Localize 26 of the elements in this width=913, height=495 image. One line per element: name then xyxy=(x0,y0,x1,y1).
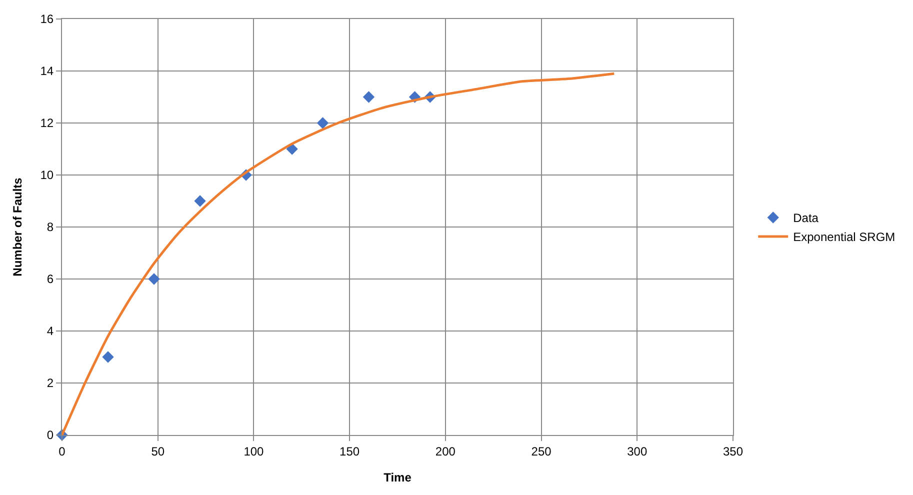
x-tick-label: 250 xyxy=(531,444,552,458)
point xyxy=(102,351,114,363)
y-tick-label: 16 xyxy=(40,12,54,26)
point xyxy=(316,117,329,129)
legend-label: Data xyxy=(793,211,819,226)
y-tick-label: 8 xyxy=(46,220,54,234)
x-tick-label: 0 xyxy=(58,444,66,458)
x-tick-label: 300 xyxy=(627,444,648,458)
y-tick-label: 0 xyxy=(46,428,54,442)
x-tick-label: 350 xyxy=(722,444,744,458)
y-tick-label: 14 xyxy=(40,64,54,78)
y-tick-label: 4 xyxy=(46,324,54,338)
y-tick-label: 10 xyxy=(40,168,54,182)
point xyxy=(362,91,375,103)
x-tick-label: 200 xyxy=(435,444,456,458)
x-axis-title: Time xyxy=(384,470,412,484)
y-tick-label: 2 xyxy=(46,376,54,390)
y-tick-label: 6 xyxy=(46,272,54,286)
point xyxy=(148,273,160,285)
point xyxy=(194,195,206,207)
x-tick-label: 150 xyxy=(340,444,360,458)
x-tick-label: 50 xyxy=(151,444,165,458)
legend-label: Exponential SRGM xyxy=(793,230,896,244)
y-axis-title: Number of Faults xyxy=(10,177,25,276)
y-tick-label: 12 xyxy=(40,116,54,130)
x-tick-label: 100 xyxy=(244,444,264,458)
